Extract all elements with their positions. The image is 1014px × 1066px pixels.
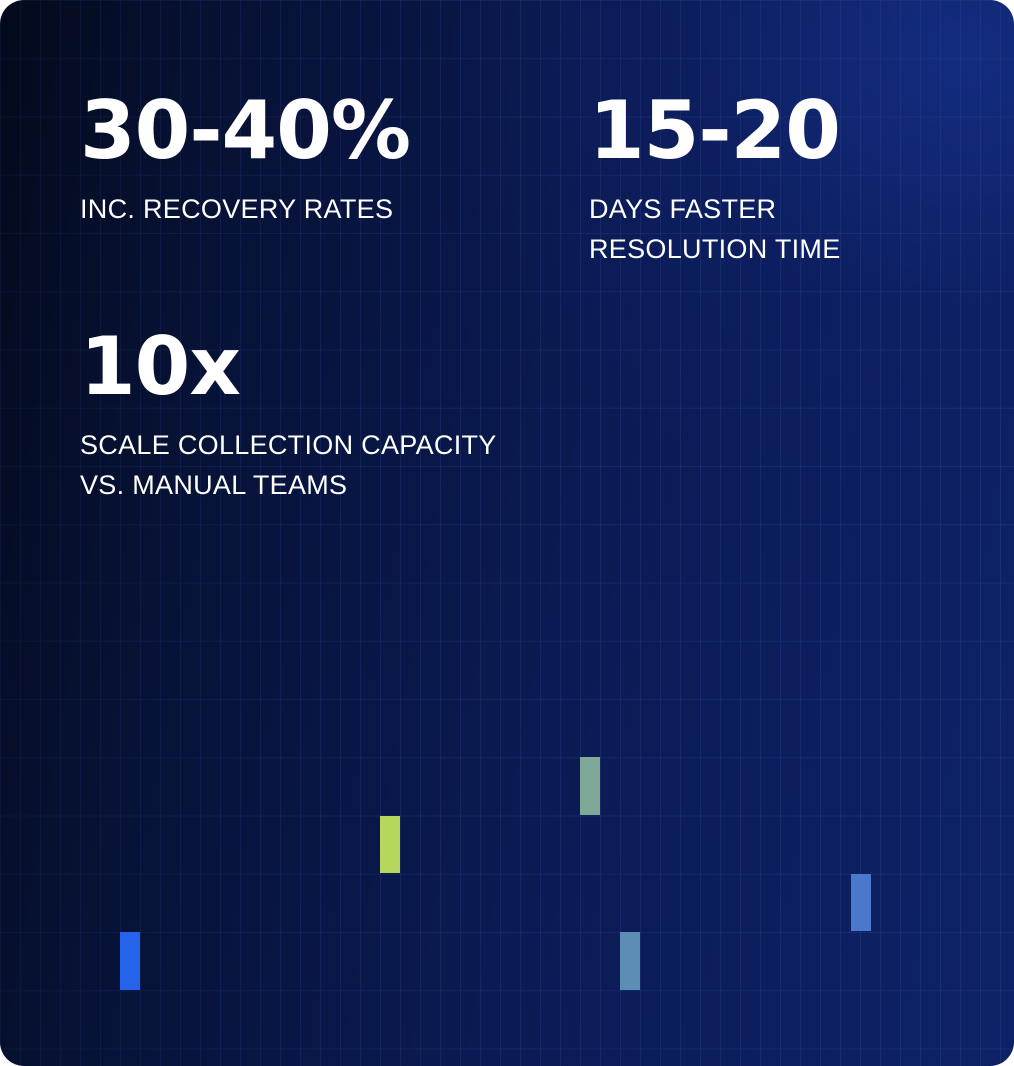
stat-label-line: SCALE COLLECTION CAPACITY (80, 430, 497, 460)
accent-block-sage (580, 757, 600, 815)
stat-label-line: INC. RECOVERY RATES (80, 194, 394, 224)
stat-value: 30-40% (80, 84, 411, 177)
accent-block-steel (620, 932, 640, 990)
accent-block-periwinkle (851, 874, 871, 931)
stat-label: SCALE COLLECTION CAPACITY VS. MANUAL TEA… (80, 425, 497, 505)
stat-label: DAYS FASTER RESOLUTION TIME (589, 189, 841, 269)
stat-resolution-time: 15-20 DAYS FASTER RESOLUTION TIME (589, 91, 841, 269)
accent-block-lime (380, 816, 400, 873)
accent-block-blue (120, 932, 140, 990)
stat-value: 15-20 (589, 84, 841, 177)
stat-recovery-rates: 30-40% INC. RECOVERY RATES (80, 84, 411, 229)
stat-collection-capacity: 10x SCALE COLLECTION CAPACITY VS. MANUAL… (80, 327, 497, 505)
stat-label-line: RESOLUTION TIME (589, 234, 841, 264)
stat-label-line: DAYS FASTER (589, 194, 777, 224)
stat-label: INC. RECOVERY RATES (80, 189, 410, 229)
stat-value: 10x (80, 320, 241, 413)
stat-label-line: VS. MANUAL TEAMS (80, 470, 348, 500)
